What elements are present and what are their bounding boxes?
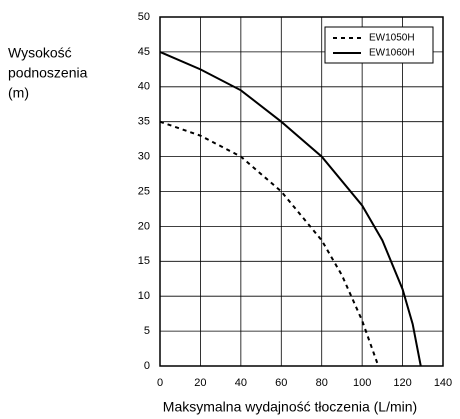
y-tick-label: 50 (138, 11, 150, 23)
y-tick-label: 5 (144, 325, 150, 337)
y-tick-label: 25 (138, 185, 150, 197)
y-tick-label: 40 (138, 81, 150, 93)
y-tick-label: 30 (138, 151, 150, 163)
y-tick-label: 10 (138, 290, 150, 302)
legend-label: EW1060H (369, 48, 415, 59)
x-tick-label: 40 (235, 377, 247, 389)
x-tick-label: 80 (316, 377, 328, 389)
y-axis-label: podnoszenia (8, 65, 88, 81)
y-tick-label: 0 (144, 360, 150, 372)
legend-box (324, 26, 434, 64)
y-axis-label: Wysokość (8, 45, 72, 61)
x-axis-label: Maksymalna wydajność tłoczenia (L/min) (163, 399, 417, 415)
x-tick-label: 100 (353, 377, 371, 389)
y-axis-label: (m) (8, 85, 29, 101)
y-tick-label: 20 (138, 220, 150, 232)
series-line (159, 50, 422, 367)
legend-label: EW1050H (369, 33, 415, 44)
x-tick-label: 140 (434, 377, 452, 389)
x-tick-label: 20 (194, 377, 206, 389)
y-tick-label: 45 (138, 46, 150, 58)
x-tick-label: 60 (275, 377, 287, 389)
x-tick-label: 120 (393, 377, 411, 389)
y-tick-label: 15 (138, 255, 150, 267)
x-tick-label: 0 (157, 377, 163, 389)
series-line (159, 120, 380, 367)
plot-frame (159, 16, 444, 367)
y-tick-label: 35 (138, 116, 150, 128)
